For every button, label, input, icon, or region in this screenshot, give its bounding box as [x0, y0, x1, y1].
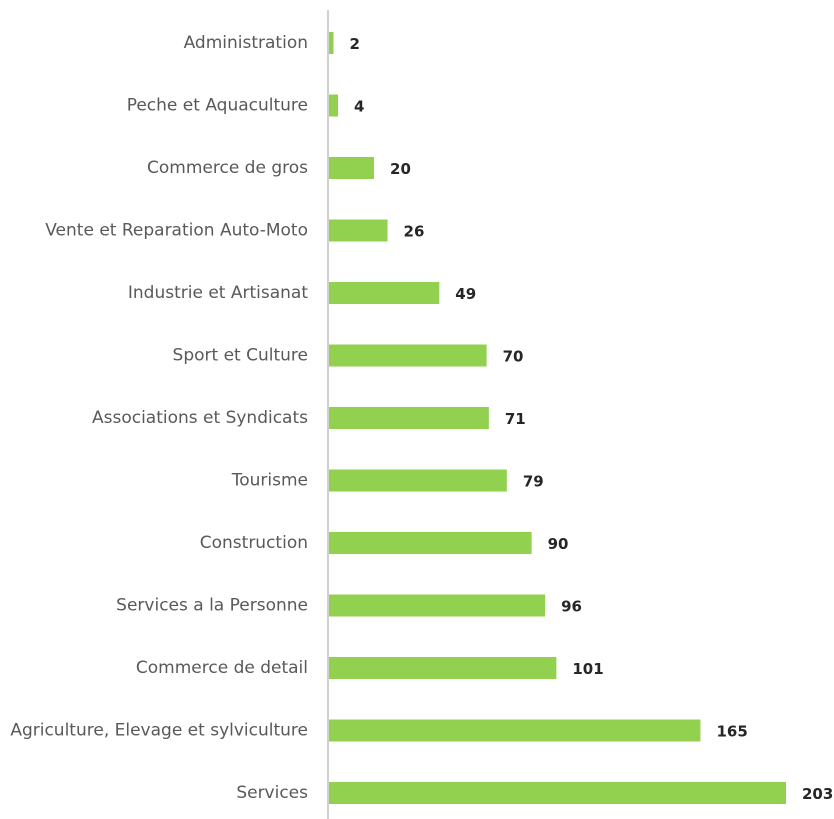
- value-labels-group: 2 4 20 26 49 70 71 79 90 96 101 165 203: [350, 35, 834, 803]
- value-label: 2: [350, 35, 360, 53]
- bar: [329, 219, 388, 242]
- category-label: Administration: [184, 33, 308, 53]
- category-label: Tourisme: [231, 471, 308, 491]
- value-label: 20: [390, 160, 411, 178]
- category-label: Services a la Personne: [116, 596, 308, 616]
- value-label: 79: [523, 473, 544, 491]
- bar: [329, 782, 786, 804]
- bar: [329, 594, 546, 617]
- bar: [329, 32, 334, 54]
- bar: [329, 469, 507, 492]
- bar: [329, 407, 489, 429]
- value-label: 70: [503, 348, 524, 366]
- value-label: 165: [716, 723, 747, 741]
- value-label: 71: [505, 410, 526, 428]
- value-label: 49: [455, 285, 476, 303]
- value-label: 90: [548, 535, 569, 553]
- category-label: Sport et Culture: [173, 346, 308, 366]
- bar: [329, 344, 487, 367]
- value-label: 4: [354, 98, 364, 116]
- category-label: Agriculture, Elevage et sylviculture: [10, 721, 308, 741]
- bar: [329, 532, 532, 554]
- bar: [329, 657, 557, 679]
- value-label: 96: [561, 598, 582, 616]
- category-labels-group: Administration Peche et Aquaculture Commer…: [10, 33, 308, 803]
- category-label: Construction: [200, 533, 308, 553]
- value-label: 101: [572, 660, 603, 678]
- category-label: Services: [236, 783, 308, 803]
- category-label: Commerce de detail: [136, 658, 308, 678]
- bar: [329, 157, 375, 179]
- category-label: Associations et Syndicats: [92, 408, 308, 428]
- bars-group: [329, 32, 786, 804]
- value-label: 203: [802, 785, 833, 803]
- bar: [329, 282, 440, 304]
- value-label: 26: [404, 223, 425, 241]
- bar: [329, 719, 701, 742]
- category-label: Industrie et Artisanat: [128, 283, 308, 303]
- category-label: Vente et Reparation Auto-Moto: [45, 221, 308, 241]
- category-label: Commerce de gros: [147, 158, 308, 178]
- bar: [329, 94, 339, 117]
- category-label: Peche et Aquaculture: [127, 96, 308, 116]
